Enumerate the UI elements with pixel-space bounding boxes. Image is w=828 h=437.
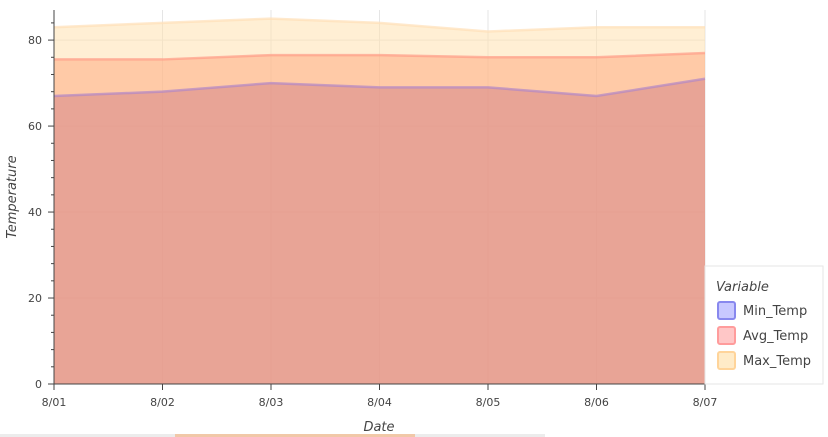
y-tick-label: 20 (28, 292, 42, 305)
legend-swatch-min-temp[interactable] (717, 301, 736, 320)
x-ticks: 8/01 8/02 8/03 8/04 8/05 8/06 8/07 (42, 384, 718, 409)
legend: Variable Min_Temp Avg_Temp Max_Temp (704, 265, 824, 385)
legend-label-max-temp[interactable]: Max_Temp (743, 354, 811, 369)
line-max-temp (53, 17, 705, 33)
area-min-temp (54, 78, 705, 384)
x-tick-label: 8/01 (42, 396, 67, 409)
x-tick-label: 8/05 (476, 396, 501, 409)
line-avg-temp (54, 51, 706, 61)
x-tick-label: 8/04 (367, 396, 392, 409)
y-axis-title: Temperature (5, 155, 20, 238)
legend-swatch-avg-temp[interactable] (717, 326, 736, 345)
x-axis-title: Date (363, 420, 394, 435)
y-tick-label: 40 (28, 206, 42, 219)
legend-swatch-max-temp[interactable] (717, 351, 736, 370)
legend-label-min-temp[interactable]: Min_Temp (743, 304, 807, 319)
y-ticks: 0 20 40 60 80 (28, 22, 54, 391)
y-tick-label: 0 (35, 378, 42, 391)
legend-title: Variable (716, 280, 769, 295)
x-tick-label: 8/03 (259, 396, 284, 409)
y-tick-label: 60 (28, 120, 42, 133)
y-tick-label: 80 (28, 34, 42, 47)
x-tick-label: 8/07 (693, 396, 718, 409)
line-min-temp (53, 77, 706, 98)
x-tick-label: 8/06 (584, 396, 609, 409)
x-tick-label: 8/02 (150, 396, 175, 409)
legend-label-avg-temp[interactable]: Avg_Temp (743, 329, 808, 344)
areas (53, 17, 706, 385)
bottom-scrollbar-thumb[interactable] (175, 434, 415, 437)
